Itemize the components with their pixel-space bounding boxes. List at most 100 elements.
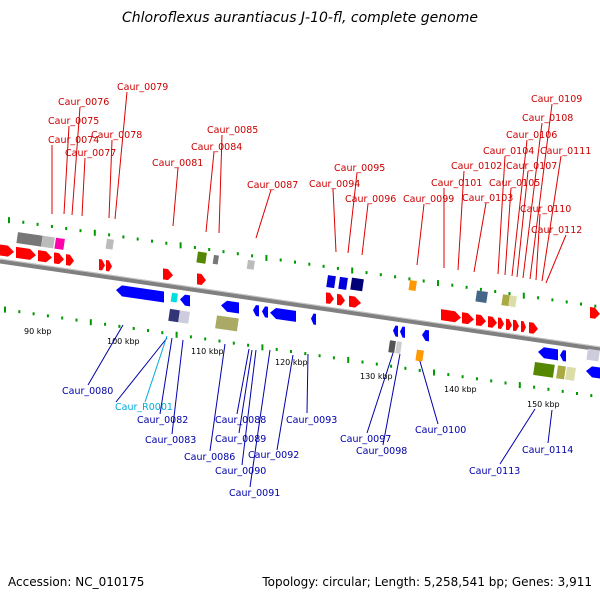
leader-line	[255, 189, 272, 239]
gene-label[interactable]: Caur_0086	[184, 452, 235, 463]
gene-label[interactable]: Caur_R0001	[115, 402, 173, 413]
gene-label[interactable]: Caur_0080	[62, 386, 113, 397]
gene-box	[215, 315, 239, 332]
kbp-label: 130 kbp	[360, 372, 393, 381]
gene-label[interactable]: Caur_0089	[215, 434, 266, 445]
tick-mark	[518, 382, 521, 389]
map-title: Chloroflexus aurantiacus J-10-fl, comple…	[122, 10, 478, 26]
gene-box	[168, 308, 180, 323]
gene-label[interactable]: Caur_0082	[137, 415, 188, 426]
gene-label[interactable]: Caur_0074	[48, 135, 99, 146]
gene-box	[196, 251, 207, 264]
tick-mark	[204, 337, 207, 341]
gene-label[interactable]: Caur_0081	[152, 158, 203, 169]
leader-line	[241, 349, 257, 466]
gene-arrow	[529, 322, 538, 334]
gene-label[interactable]: Caur_0079	[117, 82, 168, 93]
gene-label[interactable]: Caur_0093	[286, 415, 337, 426]
gene-label[interactable]: Caur_0076	[58, 97, 109, 108]
gene-label[interactable]: Caur_0090	[215, 466, 266, 477]
gene-label[interactable]: Caur_0107	[506, 161, 557, 172]
tick-mark	[294, 260, 296, 264]
gene-label[interactable]: Caur_0094	[309, 179, 360, 190]
gene-arrow	[506, 318, 512, 331]
gene-arrow	[253, 305, 259, 317]
gene-arrow	[441, 309, 461, 323]
gene-label[interactable]: Caur_0095	[334, 163, 385, 174]
tick-mark	[161, 331, 164, 335]
leader-line	[81, 157, 86, 217]
gene-label[interactable]: Caur_0113	[469, 466, 520, 477]
gene-label[interactable]: Caur_0106	[506, 130, 557, 141]
gene-arrow	[116, 285, 164, 303]
gene-box	[105, 238, 114, 250]
gene-label[interactable]: Caur_0083	[145, 435, 196, 446]
gene-label[interactable]: Caur_0110	[520, 204, 571, 215]
forward-gene-labels: Caur_0074 Caur_0075 Caur_0076 Caur_0077 …	[48, 82, 591, 236]
leader-line	[541, 155, 562, 282]
gene-label[interactable]: Caur_0078	[91, 130, 142, 141]
gene-box	[41, 235, 55, 249]
gene-box	[246, 259, 255, 270]
gene-label[interactable]: Caur_0091	[229, 488, 280, 499]
gene-box	[338, 276, 348, 290]
tick-mark	[561, 389, 564, 393]
tick-mark	[437, 280, 439, 287]
tick-mark	[165, 241, 168, 245]
leader-line	[504, 187, 512, 276]
gene-label[interactable]: Caur_0087	[247, 180, 298, 191]
tick-mark	[290, 350, 292, 354]
gene-label[interactable]: Caur_0097	[340, 434, 391, 445]
gene-box	[212, 254, 219, 265]
gene-box	[54, 237, 65, 250]
tick-mark	[433, 369, 435, 376]
gene-arrow	[54, 252, 64, 265]
gene-label[interactable]: Caur_0109	[531, 94, 582, 105]
gene-label[interactable]: Caur_0114	[522, 445, 573, 456]
tick-mark	[50, 224, 53, 228]
leader-line	[87, 324, 124, 386]
tick-mark	[61, 316, 64, 320]
gene-label[interactable]: Caur_0077	[65, 148, 116, 159]
tick-mark	[132, 326, 135, 330]
tick-mark	[4, 306, 6, 313]
leader-line	[306, 353, 309, 414]
tick-mark	[232, 341, 235, 345]
gene-label[interactable]: Caur_0075	[48, 116, 99, 127]
gene-label[interactable]: Caur_0112	[531, 225, 582, 236]
tick-mark	[590, 394, 593, 398]
gene-label[interactable]: Caur_0101	[431, 178, 482, 189]
tick-mark	[379, 273, 382, 277]
gene-label[interactable]: Caur_0108	[522, 113, 573, 124]
gene-label[interactable]: Caur_0104	[483, 146, 534, 157]
gene-label[interactable]: Caur_0100	[415, 425, 466, 436]
gene-label[interactable]: Caur_0105	[489, 178, 540, 189]
gene-label[interactable]: Caur_0098	[356, 446, 407, 457]
gene-arrow	[99, 259, 105, 271]
tick-mark	[461, 375, 464, 379]
gene-arrow	[590, 307, 600, 319]
gene-label[interactable]: Caur_0096	[345, 194, 396, 205]
tick-mark	[265, 254, 268, 261]
tick-mark	[79, 229, 82, 233]
gene-arrow	[586, 366, 600, 379]
gene-arrow	[66, 254, 74, 266]
gene-label[interactable]: Caur_0099	[403, 194, 454, 205]
leader-line	[205, 151, 215, 233]
gene-arrow	[262, 306, 268, 318]
leader-line	[366, 352, 394, 434]
gene-label[interactable]: Caur_0102	[451, 161, 502, 172]
gene-label[interactable]: Caur_0103	[462, 193, 513, 204]
leader-line	[114, 91, 128, 220]
gene-label[interactable]: Caur_0085	[207, 125, 258, 136]
gene-label[interactable]: Caur_0111	[540, 146, 591, 157]
tick-mark	[108, 233, 111, 237]
tick-mark	[336, 266, 339, 270]
kbp-label: 140 kbp	[444, 385, 477, 394]
gene-label[interactable]: Caur_0088	[215, 415, 266, 426]
gene-label[interactable]: Caur_0084	[191, 142, 242, 153]
leader-line	[144, 335, 168, 403]
leader-line	[361, 203, 369, 256]
gene-label[interactable]: Caur_0092	[248, 450, 299, 461]
